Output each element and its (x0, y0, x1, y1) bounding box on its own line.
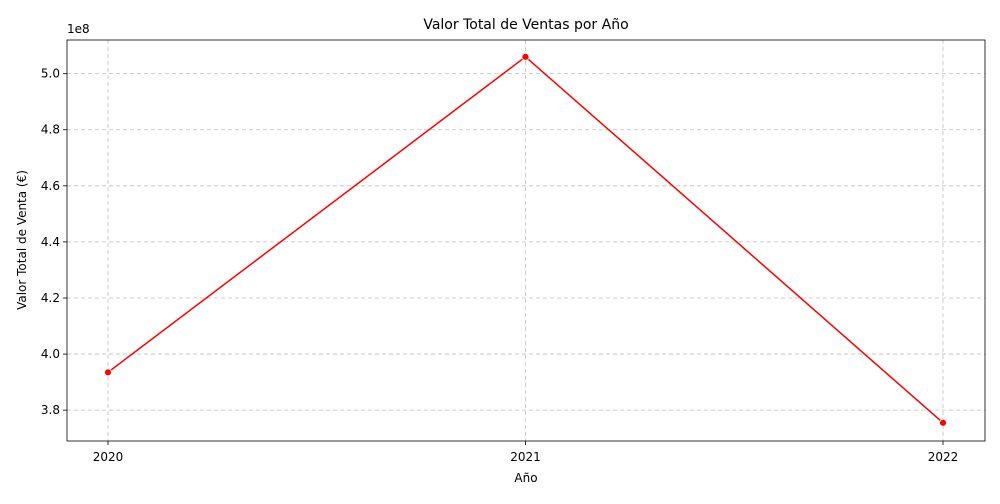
y-tick-label: 5.0 (41, 67, 60, 81)
y-axis-label: Valor Total de Venta (€) (15, 170, 29, 310)
x-axis-label: Año (514, 471, 537, 485)
grid-layer (67, 40, 985, 441)
y-tick-label: 4.8 (41, 123, 60, 137)
plot-frame (66, 39, 986, 442)
data-point (521, 52, 530, 61)
y-tick-label: 4.0 (41, 347, 60, 361)
series-layer (104, 52, 947, 427)
y-tick-label: 4.4 (41, 235, 60, 249)
y-tick-label: 3.8 (41, 403, 60, 417)
chart-title: Valor Total de Ventas por Año (423, 17, 628, 33)
x-tick-label: 2022 (928, 450, 959, 464)
y-tick-label: 4.6 (41, 179, 60, 193)
x-tick-label: 2020 (93, 450, 124, 464)
y-axis-offset-label: 1e8 (67, 22, 90, 36)
y-tick-label: 4.2 (41, 291, 60, 305)
data-point (939, 418, 947, 427)
data-point (104, 368, 112, 377)
tick-layer: 2020 2021 2022 3.8 4.0 4.2 4.4 4.6 4.8 5.0 (41, 67, 958, 464)
x-tick-label: 2021 (510, 450, 541, 464)
